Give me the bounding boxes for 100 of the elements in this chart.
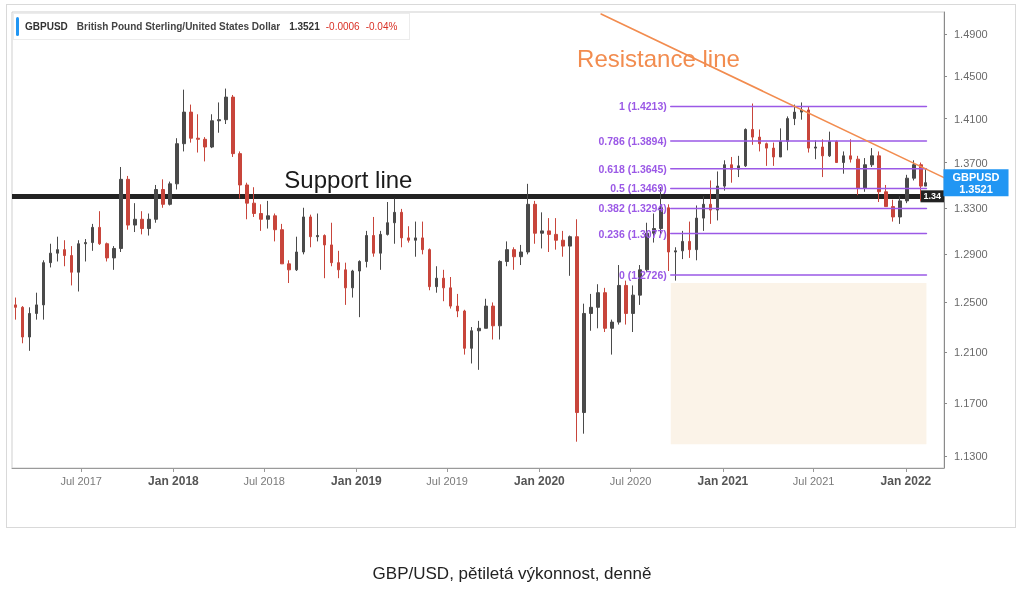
candlestick [287,259,291,284]
candlestick [414,221,417,258]
candlestick [765,142,768,167]
candlestick [575,218,579,443]
candlestick [519,244,523,266]
candlestick [603,287,607,333]
annotation: -0.04% [365,21,398,32]
candlestick [56,236,59,262]
candlestick [189,104,193,144]
candlestick [737,155,740,178]
candlestick [744,127,747,168]
candlestick [442,269,445,302]
candlestick [526,183,530,255]
candlestick [133,202,137,233]
candlestick [245,182,249,220]
candlestick [42,259,45,321]
series-label: Resistance line [577,44,740,72]
candlestick [695,204,698,261]
candlestick [140,210,144,235]
candlestick [112,245,116,271]
candlestick [821,138,824,178]
candlestick [924,168,927,187]
x-tick-label: Jul 2018 [243,474,285,487]
candlestick [49,243,52,268]
candlestick [849,138,852,164]
candlestick [231,94,235,158]
candlestick [365,230,368,268]
candlestick [14,297,17,321]
candlestick [793,104,796,126]
candlestick [561,230,565,258]
candlestick [252,186,256,218]
candlestick [772,142,775,167]
candlestick [667,203,670,272]
text: British Pound Sterling/United States Dollar [76,21,281,32]
text: GBP/USD, pětiletá výkonnost, denně [371,564,653,584]
candlestick [484,298,488,329]
candlestick [491,301,495,341]
candlestick [273,213,277,242]
candlestick [84,238,87,262]
candlestick [330,222,333,267]
candlestick [631,284,635,333]
y-tick-label: 1.2900 [954,248,988,261]
candlestick [203,136,207,162]
annotation: Support line [284,165,413,193]
candlestick [35,292,38,321]
candlestick [456,293,459,318]
candlestick [702,195,705,232]
candlestick [98,210,101,246]
y-tick-label: 1.1700 [954,397,988,410]
candlestick [779,127,782,158]
x-tick-label: Jul 2020 [609,474,652,487]
annotation: -0.0006 [325,21,360,32]
candlestick [709,179,712,225]
candlestick [463,309,466,356]
candlestick [807,106,810,154]
candlestick [470,326,473,364]
candlestick [870,147,874,168]
x-tick-label: Jan 2019 [331,474,383,488]
candlestick [344,262,347,306]
candlestick [505,240,509,267]
candlestick [105,242,109,262]
candlestick [596,283,600,329]
candlestick [568,235,572,277]
candlestick [196,113,200,154]
candlestick [259,203,263,232]
candlestick [323,233,326,279]
y-tick-label: 1.3700 [954,156,988,169]
candlestick [428,247,431,291]
candlestick [280,223,284,265]
text: GBPUSD [25,21,68,32]
candlestick [351,269,354,299]
candlestick [624,280,628,326]
candlestick [386,201,389,237]
candlestick [898,195,902,225]
candlestick [119,166,123,253]
x-tick-label: Jan 2018 [148,474,200,488]
y-tick-label: 1.2100 [954,346,988,359]
candlestick [835,139,838,164]
candlestick [533,200,537,245]
series-label: 0.5 (1.3469) [610,182,667,195]
candlestick [126,175,130,231]
candlestick [175,137,179,190]
candlestick [863,157,867,193]
candlestick [498,259,502,341]
x-tick-label: Jul 2017 [60,474,102,487]
candlestick [421,221,424,255]
candlestick [730,156,733,184]
candlestick [379,230,382,271]
candlestick [77,239,80,292]
candlestick [28,306,31,352]
candlestick [554,217,558,251]
candlestick [224,88,228,125]
x-tick-label: Jan 2021 [697,474,749,488]
candlestick [786,115,789,151]
candlestick [435,265,438,294]
candlestick [547,217,551,253]
candlestick [800,101,803,121]
candlestick [617,264,621,326]
candlestick [309,214,312,248]
candlestick [905,174,909,204]
